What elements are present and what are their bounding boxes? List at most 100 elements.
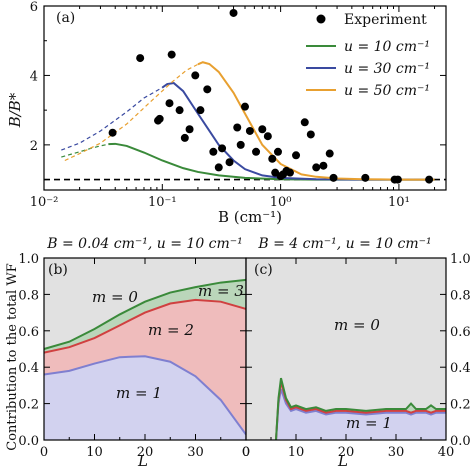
x-tick-label: 0	[242, 445, 250, 460]
experiment-point	[425, 175, 434, 184]
line-m1	[275, 388, 446, 441]
experiment-point	[263, 132, 272, 141]
legend-experiment-marker	[316, 14, 326, 24]
panel-b: 0 10 20 30 00.00.20.40.60.81.0	[18, 252, 250, 460]
experiment-point	[245, 126, 254, 135]
experiment-point	[196, 106, 205, 115]
area-m3	[44, 279, 246, 353]
x-tick-label: 40	[438, 445, 455, 460]
panel-b-m0-label: m = 0	[92, 288, 138, 306]
experiment-point	[393, 175, 402, 184]
experiment-point	[155, 114, 164, 123]
panel-a: 10⁻² 10⁻¹ 10⁰ 10¹ 2 4 6	[30, 0, 447, 210]
x-tick-label: 30	[187, 445, 204, 460]
experiment-point	[241, 102, 249, 111]
panel-a-ylabel: B/B*	[6, 92, 24, 128]
panel-c-m0-label: m = 0	[334, 316, 380, 334]
y-tick-label: 2	[30, 139, 38, 154]
x-tick-label: 30	[388, 445, 405, 460]
experiment-point	[180, 133, 189, 142]
y-tick-label: 0.0	[18, 434, 39, 449]
panel-c: 0 10 20 30 400.0 0.2 0.4 0.6 0.8 1.0	[242, 252, 471, 460]
experiment-point	[185, 125, 194, 134]
panel-bc-ylabel: Contribution to the total WF	[5, 263, 20, 450]
legend-u50-label: u = 50 cm⁻¹	[344, 83, 430, 99]
series-dashed-2	[64, 63, 199, 162]
experiment-point	[268, 154, 277, 163]
x-tick-label: 10⁰	[270, 195, 292, 210]
line-m3	[275, 377, 446, 441]
x-tick-label: 10	[86, 445, 103, 460]
panel-c-title: B = 4 cm⁻¹, u = 10 cm⁻¹	[257, 236, 431, 252]
panel-c-label: (c)	[254, 262, 273, 278]
y-tick-label: 0.4	[18, 361, 39, 376]
series-line-1	[161, 82, 435, 181]
x-tick-label: 10¹	[388, 195, 410, 210]
y-tick-label: 0.2	[18, 398, 39, 413]
experiment-point	[136, 54, 145, 63]
experiment-point	[361, 173, 370, 182]
panel-b-title: B = 0.04 cm⁻¹, u = 10 cm⁻¹	[46, 236, 243, 252]
line-m2	[43, 298, 247, 354]
legend-experiment-label: Experiment	[344, 12, 427, 28]
x-tick-label: 0	[40, 445, 48, 460]
y-tick-label: 6	[30, 0, 38, 15]
legend-a: Experiment u = 10 cm⁻¹ u = 30 cm⁻¹ u = 5…	[306, 12, 430, 99]
experiment-point	[229, 8, 238, 17]
y-tick-label-right: 1.0	[450, 252, 471, 267]
x-tick-label: 10	[288, 445, 305, 460]
y-tick-label-right: 0.4	[450, 361, 471, 376]
series-dashed-1	[61, 87, 163, 151]
experiment-point	[236, 140, 245, 149]
experiment-point	[108, 128, 117, 137]
area-clear	[276, 378, 446, 440]
experiment-point	[191, 71, 200, 80]
experiment-point	[214, 163, 223, 172]
legend-u30-label: u = 30 cm⁻¹	[344, 61, 430, 77]
experiment-point	[325, 149, 334, 158]
experiment-point	[285, 168, 294, 177]
line-m3	[43, 278, 247, 350]
experiment-point	[329, 173, 338, 182]
legend-u10-label: u = 10 cm⁻¹	[344, 39, 430, 55]
x-tick-label: 10⁻¹	[148, 195, 177, 210]
panel-b-m3-label: m = 3	[198, 282, 244, 300]
experiment-point	[306, 130, 315, 139]
experiment-point	[300, 118, 309, 127]
experiment-point	[225, 158, 234, 167]
y-tick-label-right: 0.2	[450, 398, 471, 413]
experiment-point	[167, 50, 176, 59]
y-tick-label-right: 0.8	[450, 288, 471, 303]
panel-c-xlabel: L	[337, 452, 348, 470]
x-tick-label: 20	[338, 445, 355, 460]
y-tick-label: 0.8	[18, 288, 39, 303]
experiment-point	[292, 151, 301, 160]
y-tick-label: 4	[30, 69, 38, 84]
panel-a-xlabel: B (cm⁻¹)	[218, 208, 282, 226]
x-tick-label: 0	[242, 445, 250, 460]
y-tick-label-right: 0.0	[450, 434, 471, 449]
y-tick-label: 0.6	[18, 325, 39, 340]
panel-a-label: (a)	[56, 10, 75, 26]
area-m2	[44, 299, 246, 435]
line-m1	[43, 355, 247, 436]
experiment-point	[218, 144, 227, 153]
experiment-point	[252, 147, 261, 156]
series-line-2	[197, 61, 435, 181]
experiment-point	[233, 123, 242, 132]
panel-c-m1-label: m = 1	[346, 414, 392, 432]
experiment-point	[165, 99, 174, 108]
y-tick-label: 1.0	[18, 252, 39, 267]
panel-b-m1-label: m = 1	[116, 384, 162, 402]
experiment-point	[319, 161, 328, 170]
experiment-point	[203, 85, 212, 94]
y-tick-label-right: 0.6	[450, 325, 471, 340]
experiment-point	[209, 147, 218, 156]
experiment-point	[258, 125, 267, 134]
experiment-point	[312, 163, 321, 172]
area-clear	[44, 279, 246, 440]
panel-b-m2-label: m = 2	[148, 321, 194, 339]
experiment-point	[175, 106, 184, 115]
panel-b-xlabel: L	[137, 452, 148, 470]
